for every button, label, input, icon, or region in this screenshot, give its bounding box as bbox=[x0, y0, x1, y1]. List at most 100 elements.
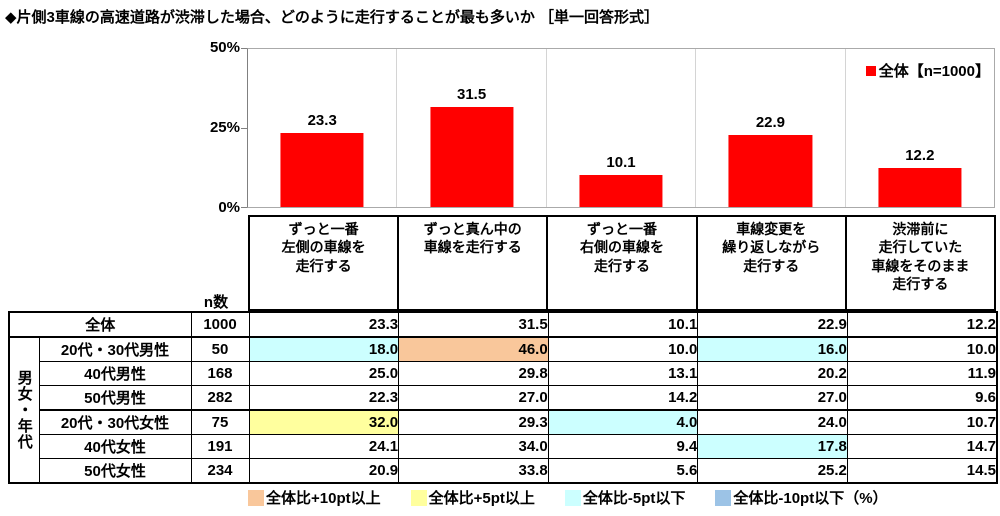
column-header: ずっと真ん中の 車線を走行する bbox=[399, 217, 549, 309]
value-cell: 29.3 bbox=[398, 409, 549, 435]
column-header: ずっと一番 左側の車線を 走行する bbox=[250, 217, 400, 309]
n-cell: 191 bbox=[190, 434, 250, 459]
legend-item-label: 全体比+5pt以上 bbox=[428, 490, 535, 507]
column-header: 渋滞前に 走行していた 車線をそのまま 走行する bbox=[871, 221, 970, 293]
value-cell: 29.8 bbox=[398, 361, 549, 386]
value-cell: 20.2 bbox=[697, 361, 848, 386]
value-cell: 25.0 bbox=[248, 361, 400, 386]
value-cell: 4.0 bbox=[547, 409, 699, 435]
page-title: ◆片側3車線の高速道路が渋滞した場合、どのように走行することが最も多いか ［単一… bbox=[5, 9, 660, 26]
legend-item: 全体比+5pt以上 bbox=[410, 487, 535, 508]
bar-chart-plot-area: 全体【n=1000】 23.3 31.5 10.1 22.9 12.2 bbox=[247, 48, 995, 208]
n-count-header: n数 bbox=[203, 294, 229, 311]
row-label: 20代・30代女性 bbox=[38, 409, 192, 435]
chart-legend-label: 全体【n=1000】 bbox=[878, 63, 990, 80]
value-cell: 9.6 bbox=[846, 385, 998, 411]
results-table: 全体 1000 23.3 31.5 10.1 22.9 12.2 男女・年代 20代・30代男性… bbox=[8, 311, 998, 484]
y-axis-tick-label-0: 0% bbox=[218, 199, 240, 216]
highlight-legend: 全体比+10pt以上 全体比+5pt以上 全体比-5pt以下 全体比-10pt以下 （%… bbox=[248, 487, 888, 508]
n-cell: 75 bbox=[190, 409, 250, 435]
chart-category-column: 10.1 bbox=[547, 49, 697, 207]
percent-unit-label: （%） bbox=[844, 490, 888, 507]
value-cell: 20.9 bbox=[248, 458, 400, 484]
n-cell: 168 bbox=[190, 361, 250, 386]
y-axis-tickmark bbox=[241, 128, 247, 129]
minus5-swatch-icon bbox=[564, 489, 581, 506]
column-header: 車線変更を 繰り返しながら 走行する bbox=[698, 217, 847, 309]
value-cell: 22.9 bbox=[697, 311, 848, 338]
value-cell: 9.4 bbox=[547, 434, 699, 459]
legend-item: 全体比-10pt以下 （%） bbox=[715, 487, 888, 508]
bar-value-label: 12.2 bbox=[905, 147, 935, 165]
row-label: 50代男性 bbox=[38, 385, 192, 411]
legend-red-square-icon bbox=[865, 65, 876, 76]
value-cell: 12.2 bbox=[846, 311, 998, 338]
value-cell: 25.2 bbox=[697, 458, 848, 484]
n-cell: 1000 bbox=[190, 311, 250, 338]
value-cell: 31.5 bbox=[398, 311, 549, 338]
value-cell: 46.0 bbox=[398, 336, 549, 362]
bar bbox=[579, 175, 663, 207]
row-label: 50代女性 bbox=[38, 458, 192, 484]
value-cell: 16.0 bbox=[697, 336, 848, 362]
bar-value-label: 31.5 bbox=[457, 86, 487, 104]
value-cell: 33.8 bbox=[398, 458, 549, 484]
chart-category-column: 23.3 bbox=[248, 49, 398, 207]
value-cell: 14.5 bbox=[846, 458, 998, 484]
legend-item: 全体比-5pt以下 bbox=[564, 487, 686, 508]
legend-item-label: 全体比-5pt以下 bbox=[582, 490, 686, 507]
y-axis-tickmark bbox=[241, 48, 247, 49]
value-cell: 13.1 bbox=[547, 361, 699, 386]
legend-item-label: 全体比-10pt以下 bbox=[733, 490, 845, 507]
y-axis-tick-label-25: 25% bbox=[209, 119, 240, 136]
bar-value-label: 22.9 bbox=[755, 113, 786, 131]
value-cell: 10.0 bbox=[846, 336, 998, 362]
n-cell: 50 bbox=[190, 336, 250, 362]
value-cell: 27.0 bbox=[398, 385, 549, 411]
table-column-headers: ずっと一番 左側の車線を 走行する ずっと真ん中の 車線を走行する ずっと一番 右側… bbox=[248, 215, 996, 311]
bar bbox=[280, 133, 364, 207]
minus10-swatch-icon bbox=[715, 489, 732, 506]
row-label: 20代・30代男性 bbox=[38, 336, 192, 362]
table-row: 20代・30代女性 75 32.0 29.3 4.0 24.0 10.7 bbox=[9, 409, 998, 435]
value-cell: 34.0 bbox=[398, 434, 549, 459]
value-cell: 18.0 bbox=[248, 336, 400, 362]
legend-item: 全体比+10pt以上 bbox=[248, 487, 381, 508]
value-cell: 32.0 bbox=[248, 409, 400, 435]
n-cell: 282 bbox=[190, 385, 250, 411]
value-cell: 10.7 bbox=[846, 409, 998, 435]
table-row: 男女・年代 20代・30代男性 50 18.0 46.0 10.0 16.0 10.0 bbox=[8, 336, 998, 484]
plus5-swatch-icon bbox=[410, 489, 427, 506]
value-cell: 24.1 bbox=[248, 434, 400, 459]
bar-value-label: 10.1 bbox=[606, 154, 636, 172]
plus10-swatch-icon bbox=[248, 489, 264, 506]
value-cell: 22.3 bbox=[248, 385, 400, 411]
value-cell: 14.7 bbox=[846, 434, 998, 459]
value-cell: 10.0 bbox=[547, 336, 699, 362]
table-row: 全体 1000 23.3 31.5 10.1 22.9 12.2 bbox=[8, 311, 998, 338]
value-cell: 10.1 bbox=[547, 311, 699, 338]
bar bbox=[878, 168, 962, 207]
chart-legend: 全体【n=1000】 bbox=[865, 60, 990, 81]
table-row: 40代男性 168 25.0 29.8 13.1 20.2 11.9 bbox=[9, 361, 998, 386]
value-cell: 11.9 bbox=[846, 361, 998, 386]
y-axis-tick-label-50: 50% bbox=[209, 39, 240, 56]
column-header: ずっと一番 右側の車線を 走行する bbox=[548, 217, 698, 309]
table-row: 50代女性 234 20.9 33.8 5.6 25.2 14.5 bbox=[9, 458, 998, 484]
table-row: 50代男性 282 22.3 27.0 14.2 27.0 9.6 bbox=[9, 385, 998, 411]
n-cell: 234 bbox=[190, 458, 250, 484]
legend-item-label: 全体比+10pt以上 bbox=[266, 490, 381, 507]
value-cell: 23.3 bbox=[248, 311, 400, 338]
value-cell: 14.2 bbox=[547, 385, 699, 411]
row-label: 40代男性 bbox=[38, 361, 192, 386]
bar bbox=[430, 107, 514, 207]
row-label: 40代女性 bbox=[38, 434, 192, 459]
value-cell: 27.0 bbox=[697, 385, 848, 411]
value-cell: 24.0 bbox=[697, 409, 848, 435]
table-row: 40代女性 191 24.1 34.0 9.4 17.8 14.7 bbox=[9, 434, 998, 459]
bar-value-label: 23.3 bbox=[307, 112, 337, 130]
chart-category-column: 22.9 bbox=[696, 49, 846, 207]
chart-category-column: 12.2 bbox=[846, 49, 994, 207]
group-label: 男女・年代 bbox=[8, 336, 40, 484]
